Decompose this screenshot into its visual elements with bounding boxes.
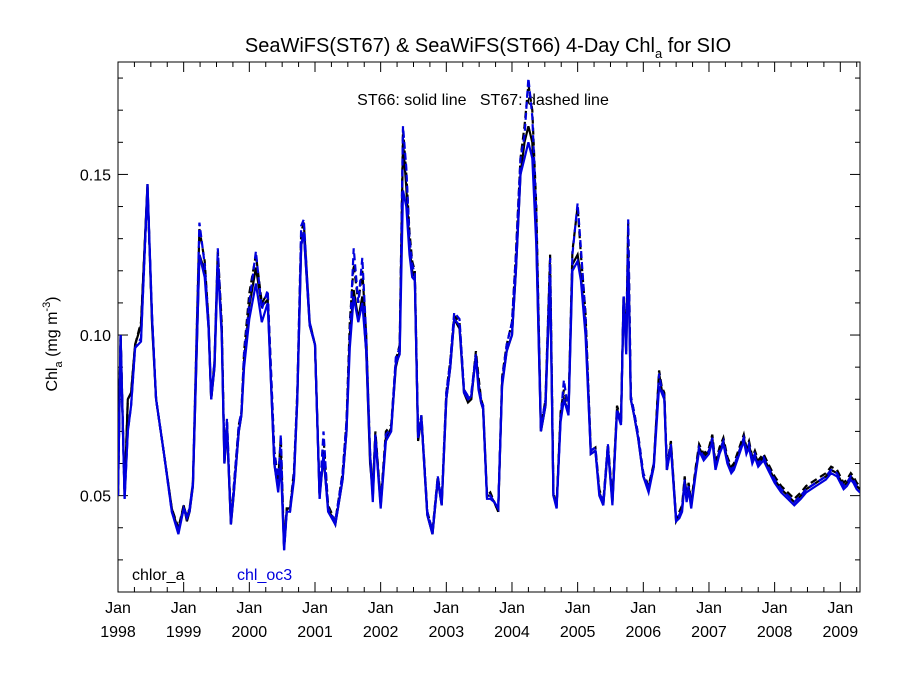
y-tick-label: 0.15 [80, 167, 111, 184]
x-tick-label-year: 2005 [560, 624, 596, 641]
x-tick-label-year: 2009 [823, 624, 859, 641]
x-tick-label-month: Jan [630, 600, 656, 617]
axis-ticks [117, 62, 860, 593]
chart-subtitle: ST66: solid line ST67: dashed line [357, 92, 609, 109]
y-tick-label: 0.05 [80, 489, 111, 506]
x-tick-labels: Jan 1998 Jan 1999 Jan 2000 Jan 2001 Jan 2002 Jan 20… [100, 600, 858, 641]
y-tick-label: 0.10 [80, 328, 111, 345]
x-tick-label-month: Jan [433, 600, 459, 617]
series-lines [118, 77, 860, 551]
x-tick-label-month: Jan [368, 600, 394, 617]
x-tick-label-year: 2007 [691, 624, 727, 641]
series-line-chl-oc3-st66 [118, 142, 860, 551]
x-tick-label-month: Jan [499, 600, 525, 617]
x-tick-label-year: 2006 [626, 624, 662, 641]
y-tick-labels: 0.05 0.10 0.15 [80, 167, 111, 505]
x-tick-label-year: 2003 [429, 624, 465, 641]
series-line-chl-oc3-st67 [118, 77, 860, 551]
legend-item-chlor-a: chlor_a [132, 567, 185, 584]
x-tick-label-year: 2001 [297, 624, 333, 641]
x-tick-label-month: Jan [565, 600, 591, 617]
x-tick-label-month: Jan [696, 600, 722, 617]
x-tick-label-year: 2008 [757, 624, 793, 641]
y-axis-label: Chla (mg m-3) [41, 296, 65, 391]
x-tick-label-month: Jan [236, 600, 262, 617]
x-tick-label-year: 2002 [363, 624, 399, 641]
x-tick-label-month: Jan [302, 600, 328, 617]
x-tick-label-month: Jan [171, 600, 197, 617]
legend-item-chl-oc3: chl_oc3 [237, 567, 292, 584]
chart-title: SeaWiFS(ST67) & SeaWiFS(ST66) 4-Day Chla… [245, 35, 731, 61]
x-tick-label-year: 1999 [166, 624, 202, 641]
plot-frame [117, 61, 861, 593]
x-tick-label-year: 1998 [100, 624, 136, 641]
x-tick-label-year: 2004 [494, 624, 530, 641]
x-tick-label-month: Jan [105, 600, 131, 617]
x-tick-label-month: Jan [762, 600, 788, 617]
x-tick-label-month: Jan [827, 600, 853, 617]
x-tick-label-year: 2000 [232, 624, 268, 641]
